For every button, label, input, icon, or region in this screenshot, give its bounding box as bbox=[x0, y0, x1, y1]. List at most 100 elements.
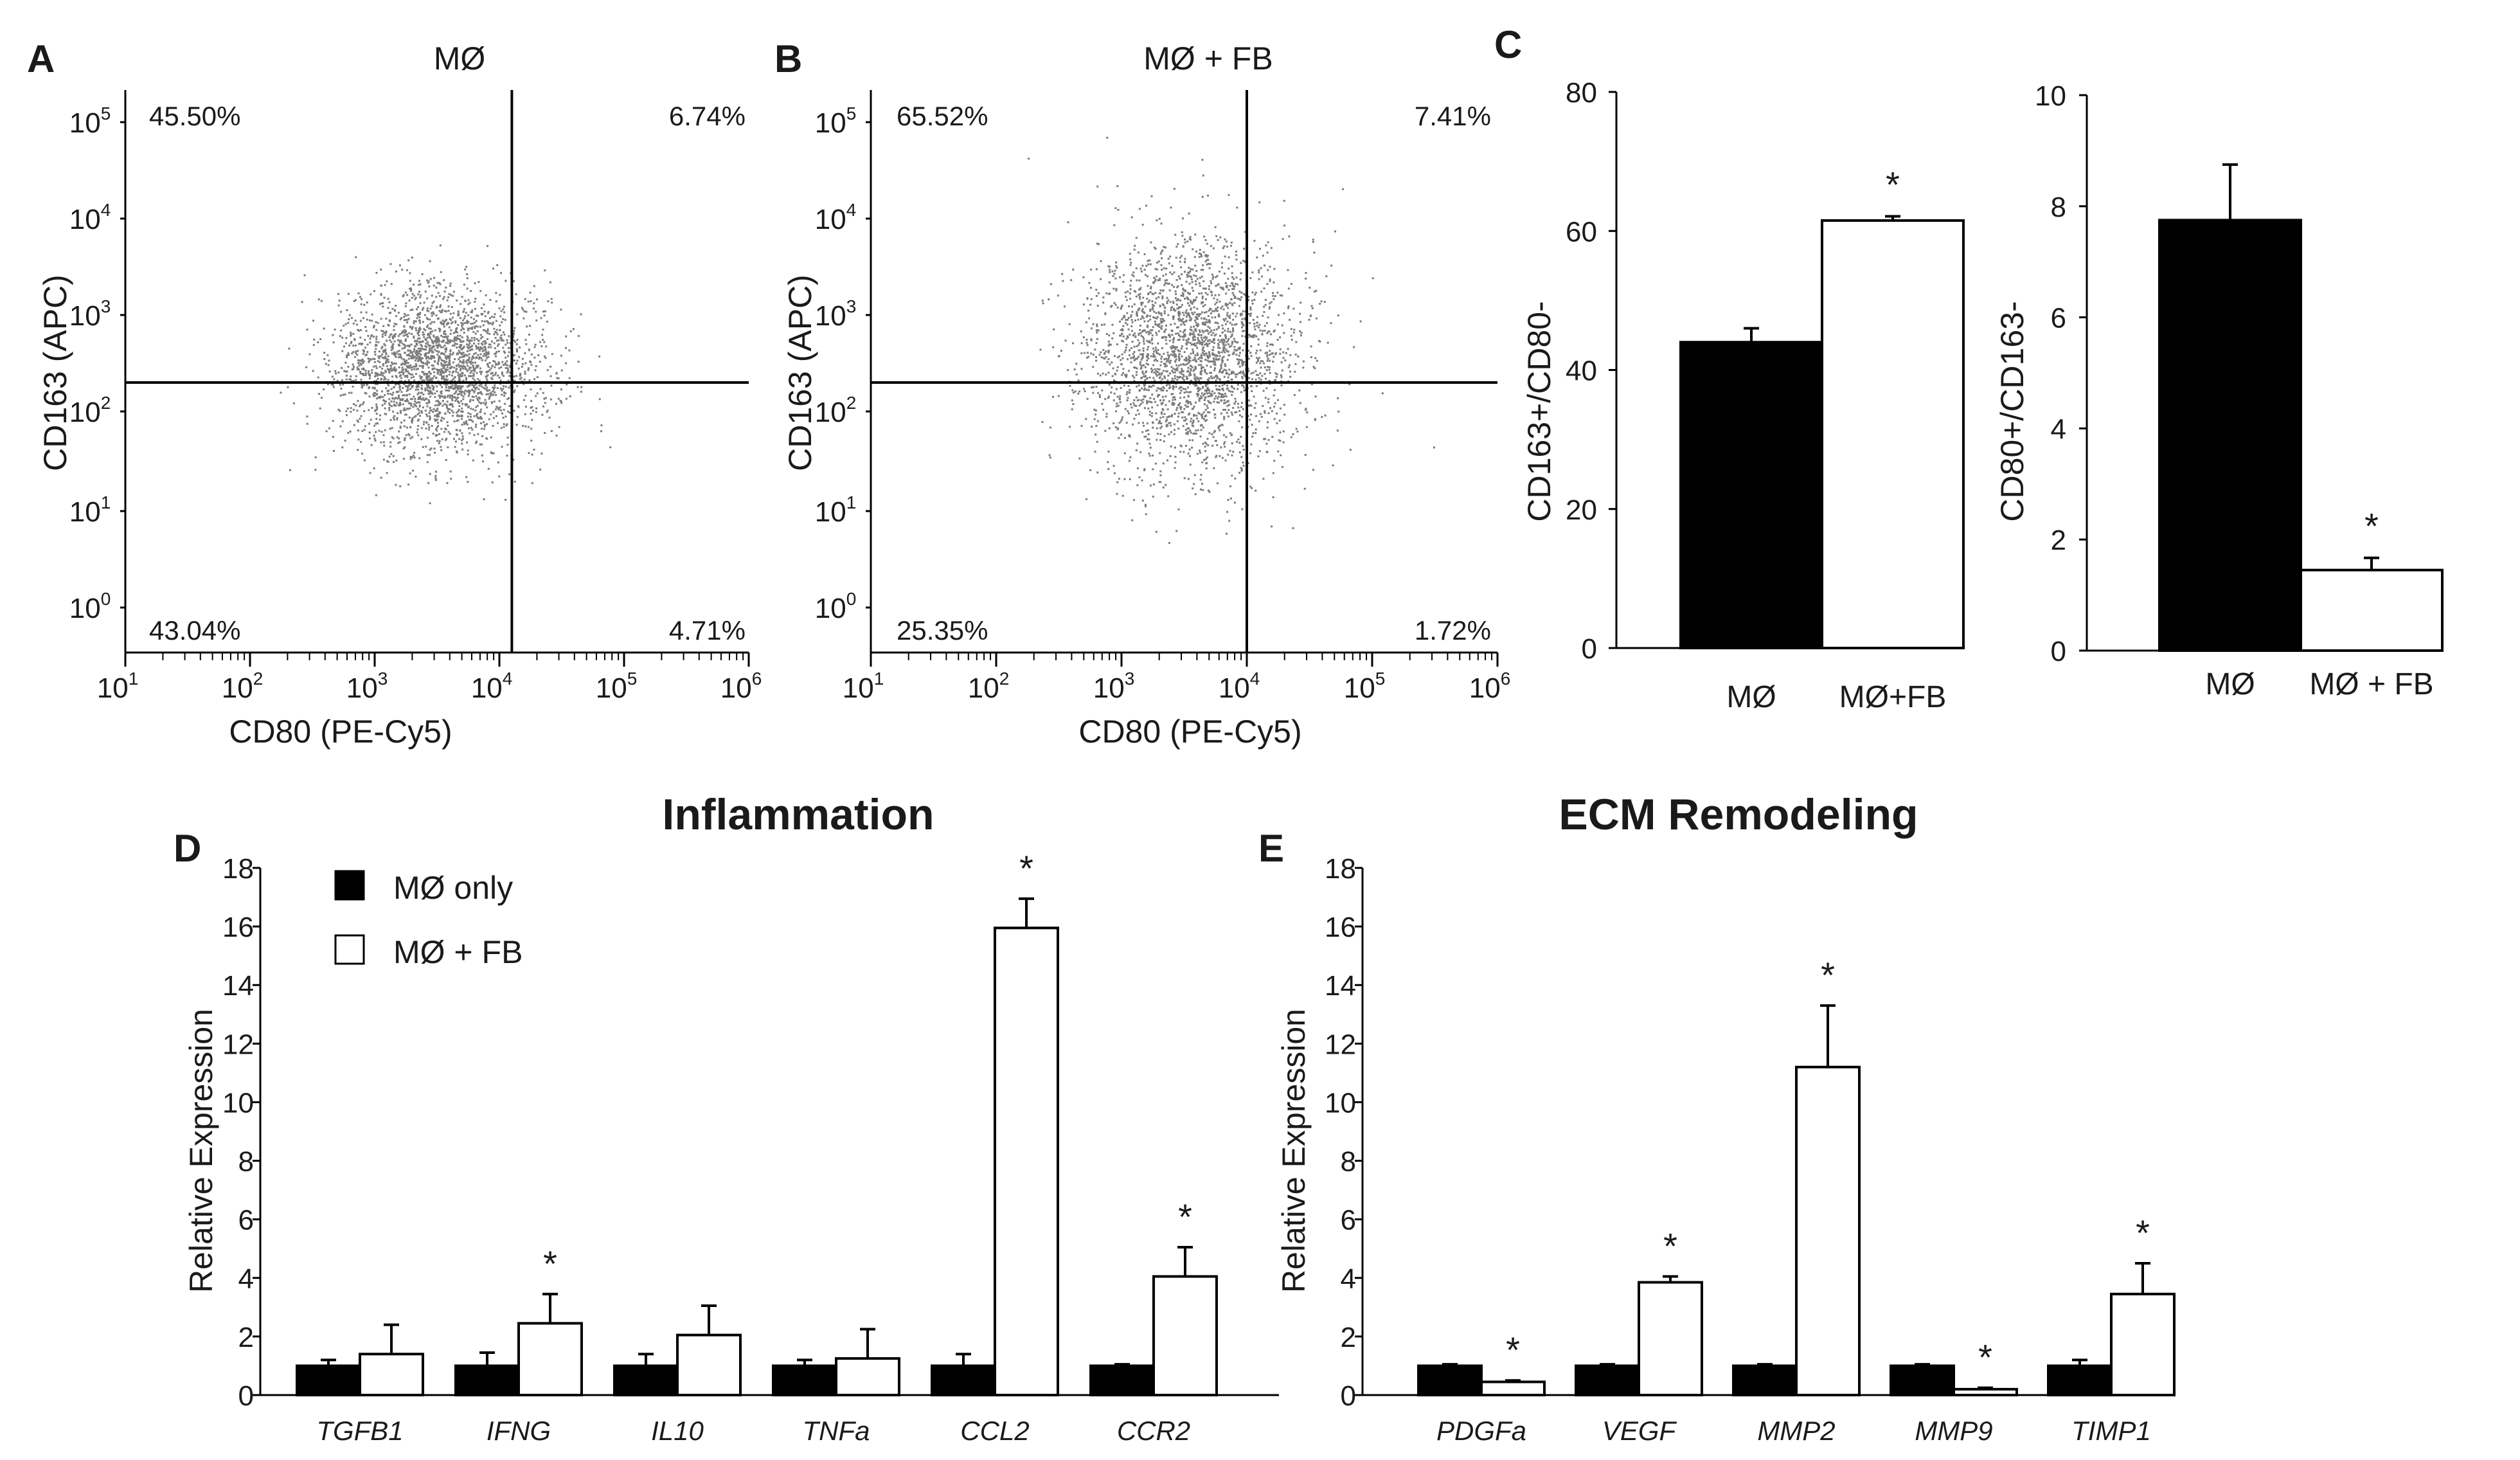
bar-significance: * bbox=[1663, 1226, 1677, 1266]
bar-significance: * bbox=[2136, 1212, 2150, 1253]
flow-a-quadrant-lower-right: 4.71% bbox=[669, 615, 746, 645]
legend-swatch-mo-fb bbox=[334, 934, 365, 965]
bar-y-tick-label: 16 bbox=[222, 912, 254, 943]
panel-label-c: C bbox=[1494, 23, 1522, 66]
bar-E-m-only-2 bbox=[1732, 1364, 1798, 1396]
flow-plot-b: MØ + FB CD80 (PE-Cy5) CD163 (APC) 65.52%… bbox=[782, 41, 1510, 750]
bar-y-tick-label: 80 bbox=[1566, 77, 1597, 109]
bar-y-tick-label: 8 bbox=[238, 1146, 254, 1178]
legend-label-mo-only: MØ only bbox=[393, 870, 513, 906]
bar-y-tick-label: 4 bbox=[1341, 1263, 1356, 1295]
flow-x-tick-label: 103 bbox=[1093, 669, 1135, 704]
flow-b-x-label: CD80 (PE-Cy5) bbox=[1078, 714, 1301, 750]
bar-y-tick-label: 2 bbox=[238, 1322, 254, 1353]
flow-a-x-label: CD80 (PE-Cy5) bbox=[229, 714, 452, 750]
bar-y-tick-label: 14 bbox=[222, 970, 254, 1002]
bar-category-label: IL10 bbox=[651, 1416, 704, 1446]
bar-y-tick-label: 4 bbox=[2051, 413, 2066, 445]
bar-y-tick-label: 40 bbox=[1566, 356, 1597, 387]
flow-y-tick-label: 103 bbox=[815, 296, 857, 332]
panel-label-b: B bbox=[774, 37, 802, 80]
bar-y-tick-label: 8 bbox=[1341, 1146, 1356, 1178]
legend-label-mo-fb: MØ + FB bbox=[393, 934, 523, 970]
flow-x-tick-label: 102 bbox=[222, 669, 264, 704]
bar-y-tick-label: 4 bbox=[238, 1263, 254, 1295]
bar-C1-0 bbox=[1679, 341, 1823, 649]
bar-D-m-fb-2 bbox=[676, 1333, 742, 1396]
bar-E-m-only-4 bbox=[2047, 1364, 2113, 1396]
flow-y-tick-label: 100 bbox=[69, 589, 111, 624]
bar-D-m-only-3 bbox=[772, 1364, 837, 1396]
bar-D-m-fb-5 bbox=[1152, 1275, 1218, 1396]
bar-y-tick-label: 0 bbox=[2051, 636, 2066, 667]
flow-y-tick-label: 102 bbox=[69, 393, 111, 428]
bar-y-tick-label: 2 bbox=[2051, 525, 2066, 556]
bar-D-m-fb-4 bbox=[994, 926, 1059, 1396]
bar-E-m-fb-2 bbox=[1795, 1065, 1861, 1397]
flow-x-tick-label: 101 bbox=[97, 669, 139, 704]
flow-a-quadrant-upper-left: 45.50% bbox=[149, 101, 240, 131]
bar-category-label: MMP9 bbox=[1915, 1416, 1992, 1446]
bar-significance: * bbox=[2364, 506, 2379, 546]
flow-b-quadrant-upper-right: 7.41% bbox=[1415, 101, 1491, 131]
bar-significance: * bbox=[1886, 165, 1900, 205]
flow-y-tick-label: 101 bbox=[69, 492, 111, 528]
bar-E-m-fb-0 bbox=[1480, 1380, 1546, 1396]
flow-a-quadrant-upper-right: 6.74% bbox=[669, 101, 746, 131]
bar-C2-1 bbox=[2300, 568, 2444, 652]
bar-significance: * bbox=[543, 1243, 557, 1284]
chart-e-y-label: Relative Expression bbox=[1276, 1009, 1312, 1293]
bar-y-tick-label: 0 bbox=[1341, 1380, 1356, 1412]
bar-y-tick-label: 12 bbox=[222, 1029, 254, 1060]
bar-y-tick-label: 10 bbox=[1325, 1087, 1356, 1119]
chart-c2-y-label: CD80+/CD163- bbox=[1994, 301, 2030, 521]
flow-b-quadrant-lower-right: 1.72% bbox=[1415, 615, 1491, 645]
flow-a-title: MØ bbox=[434, 41, 486, 77]
bar-category-label: CCR2 bbox=[1117, 1416, 1190, 1446]
flow-y-tick-label: 102 bbox=[815, 393, 857, 428]
bar-D-m-fb-1 bbox=[517, 1322, 583, 1397]
flow-x-tick-label: 106 bbox=[720, 669, 762, 704]
bar-y-tick-label: 6 bbox=[238, 1205, 254, 1236]
flow-a-quadrant-lower-left: 43.04% bbox=[149, 615, 240, 645]
bar-y-tick-label: 60 bbox=[1566, 216, 1597, 248]
bar-D-m-only-1 bbox=[454, 1364, 520, 1396]
bar-category-label: CCL2 bbox=[960, 1416, 1029, 1446]
chart-d-title: Inflammation bbox=[662, 790, 934, 839]
flow-x-tick-label: 101 bbox=[843, 669, 884, 704]
bar-y-tick-label: 18 bbox=[222, 853, 254, 885]
flow-x-tick-label: 105 bbox=[596, 669, 638, 704]
bar-y-tick-label: 0 bbox=[238, 1380, 254, 1412]
flow-y-tick-label: 104 bbox=[69, 200, 111, 235]
flow-x-tick-label: 104 bbox=[471, 669, 513, 704]
bar-category-label: MØ bbox=[2205, 667, 2255, 701]
bar-D-m-fb-0 bbox=[359, 1353, 424, 1396]
flow-y-tick-label: 100 bbox=[815, 589, 857, 624]
bar-E-m-only-1 bbox=[1575, 1364, 1640, 1396]
bar-category-label: TNFa bbox=[803, 1416, 870, 1446]
bar-D-m-fb-3 bbox=[835, 1357, 900, 1397]
bar-category-label: TIMP1 bbox=[2071, 1416, 2151, 1446]
bar-E-m-only-3 bbox=[1890, 1364, 1955, 1396]
bar-D-m-only-0 bbox=[296, 1364, 361, 1396]
bar-E-m-fb-1 bbox=[1638, 1281, 1703, 1396]
bar-C1-1 bbox=[1821, 219, 1965, 649]
bar-category-label: MMP2 bbox=[1757, 1416, 1835, 1446]
flow-x-tick-label: 105 bbox=[1344, 669, 1386, 704]
bar-category-label: VEGF bbox=[1602, 1416, 1677, 1446]
bar-y-tick-label: 12 bbox=[1325, 1029, 1356, 1060]
bar-y-tick-label: 6 bbox=[2051, 303, 2066, 334]
bar-y-tick-label: 6 bbox=[1341, 1205, 1356, 1236]
bar-E-m-only-0 bbox=[1417, 1364, 1483, 1396]
bar-D-m-only-5 bbox=[1089, 1364, 1155, 1396]
chart-c-cd163-cd80: CD163+/CD80- 0 20 40 60 80 MØ MØ+FB * bbox=[1521, 77, 1965, 714]
flow-y-tick-label: 103 bbox=[69, 296, 111, 332]
bar-y-tick-label: 8 bbox=[2051, 192, 2066, 223]
flow-y-tick-label: 101 bbox=[815, 492, 857, 528]
chart-d-inflammation: Inflammation Relative Expression MØ only… bbox=[183, 790, 1279, 1446]
flow-x-tick-label: 102 bbox=[968, 669, 1010, 704]
flow-b-quadrant-lower-left: 25.35% bbox=[897, 615, 988, 645]
bar-significance: * bbox=[1978, 1337, 1992, 1378]
flow-plot-a: MØ CD80 (PE-Cy5) CD163 (APC) 45.50% 6.74… bbox=[37, 41, 762, 750]
